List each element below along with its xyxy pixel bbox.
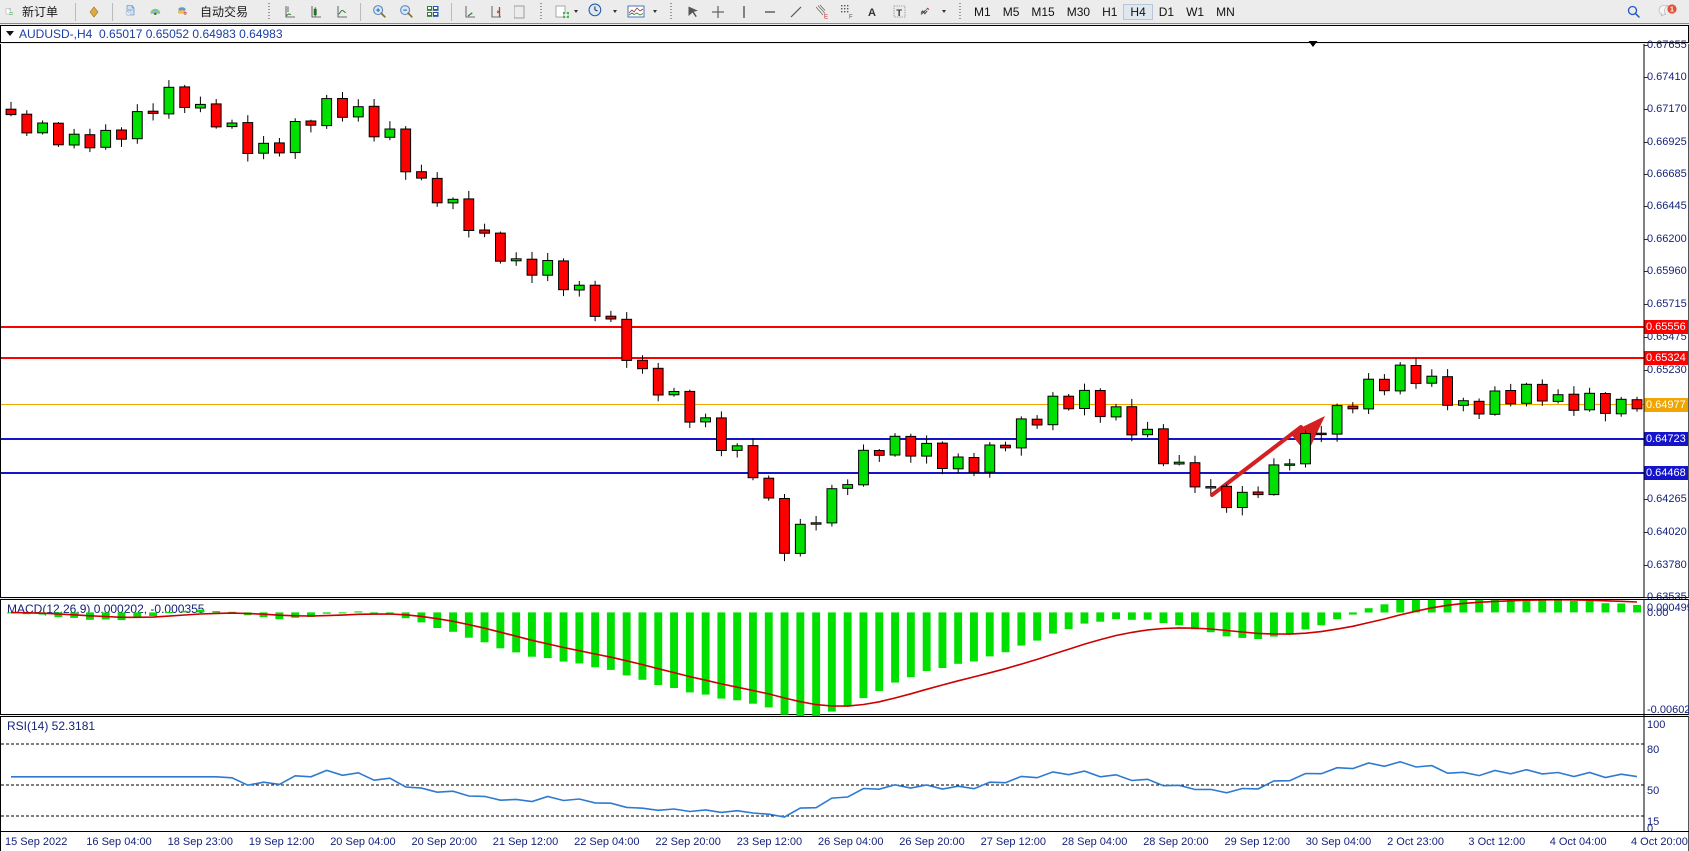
svg-text:F: F (849, 14, 853, 20)
svg-text:E: E (824, 14, 828, 20)
svg-text:1: 1 (1670, 6, 1674, 13)
svg-text:A: A (868, 7, 876, 19)
svg-text:T: T (896, 7, 902, 18)
